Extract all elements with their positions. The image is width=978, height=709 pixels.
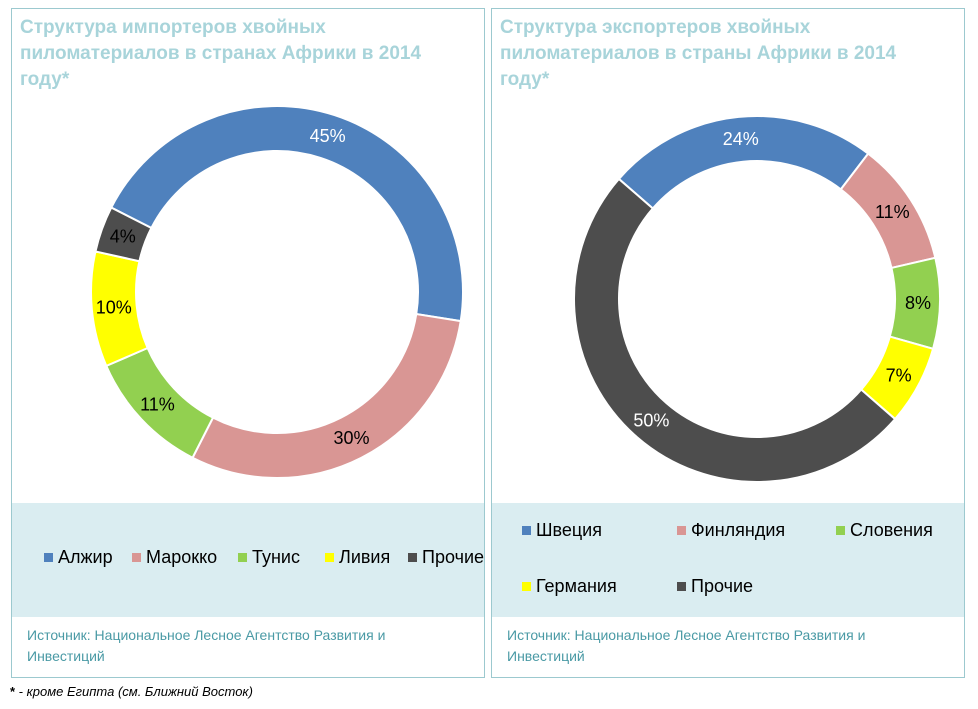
legend-swatch bbox=[325, 553, 334, 562]
footnote-marker: * bbox=[10, 684, 16, 699]
legend-label: Финляндия bbox=[691, 520, 786, 540]
import-chart-panel: Структура импортеров хвойных пиломатериа… bbox=[11, 8, 485, 678]
legend-item-прочие: Прочие bbox=[408, 547, 484, 568]
source-note: Источник: Национальное Лесное Агентство … bbox=[507, 627, 866, 664]
data-label-финляндия: 11% bbox=[875, 202, 910, 222]
legend-swatch bbox=[677, 526, 686, 535]
legend-label: Ливия bbox=[339, 547, 391, 567]
data-label-германия: 7% bbox=[886, 366, 912, 386]
chart-legend: Швеция Финляндия Словения Германия Прочие bbox=[492, 503, 964, 617]
data-label-ливия: 10% bbox=[96, 297, 132, 317]
export-donut-chart: 24% 11% 8% 7% 50% bbox=[573, 115, 941, 483]
legend-swatch bbox=[522, 582, 531, 591]
legend-item-марокко: Марокко bbox=[132, 547, 217, 568]
export-chart-panel: Структура экспортеров хвойных пиломатери… bbox=[491, 8, 965, 678]
legend-swatch bbox=[522, 526, 531, 535]
legend-label: Швеция bbox=[536, 520, 602, 540]
data-label-швеция: 24% bbox=[723, 129, 759, 149]
data-label-прочие: 50% bbox=[633, 411, 669, 431]
chart-title: Структура импортеров хвойных пиломатериа… bbox=[20, 17, 422, 90]
legend-swatch bbox=[408, 553, 417, 562]
legend-item-швеция: Швеция bbox=[522, 520, 602, 541]
data-label-алжир: 45% bbox=[310, 126, 346, 146]
legend-label: Тунис bbox=[252, 547, 300, 567]
slice-прочие bbox=[94, 206, 153, 263]
footnote-text: - кроме Египта (см. Ближний Восток) bbox=[15, 684, 253, 699]
data-label-словения: 8% bbox=[905, 293, 931, 313]
legend-swatch bbox=[238, 553, 247, 562]
data-label-марокко: 30% bbox=[333, 428, 369, 448]
legend-item-алжир: Алжир bbox=[44, 547, 113, 568]
source-note: Источник: Национальное Лесное Агентство … bbox=[27, 627, 386, 664]
slice-прочие bbox=[573, 177, 897, 483]
import-donut-chart: 45% 30% 11% 10% 4% bbox=[90, 105, 464, 479]
legend-item-финляндия: Финляндия bbox=[677, 520, 785, 541]
legend-label: Прочие bbox=[691, 576, 754, 596]
legend-label: Словения bbox=[850, 520, 933, 540]
legend-swatch bbox=[44, 553, 53, 562]
legend-item-германия: Германия bbox=[522, 576, 617, 597]
legend-label: Прочие bbox=[422, 547, 485, 567]
chart-title: Структура экспортеров хвойных пиломатери… bbox=[500, 17, 897, 90]
legend-item-словения: Словения bbox=[836, 520, 933, 541]
slice-алжир bbox=[109, 105, 464, 323]
legend-item-ливия: Ливия bbox=[325, 547, 390, 568]
footnote: * - кроме Египта (см. Ближний Восток) bbox=[10, 684, 253, 699]
chart-legend: Алжир Марокко Тунис Ливия Прочие bbox=[12, 503, 484, 617]
data-label-тунис: 11% bbox=[140, 394, 175, 414]
legend-swatch bbox=[836, 526, 845, 535]
legend-swatch bbox=[132, 553, 141, 562]
legend-item-тунис: Тунис bbox=[238, 547, 300, 568]
legend-label: Алжир bbox=[58, 547, 113, 567]
legend-swatch bbox=[677, 582, 686, 591]
data-label-прочие: 4% bbox=[110, 226, 136, 246]
legend-label: Германия bbox=[536, 576, 617, 596]
slice-марокко bbox=[191, 312, 462, 479]
legend-item-прочие: Прочие bbox=[677, 576, 753, 597]
legend-label: Марокко bbox=[146, 547, 218, 567]
